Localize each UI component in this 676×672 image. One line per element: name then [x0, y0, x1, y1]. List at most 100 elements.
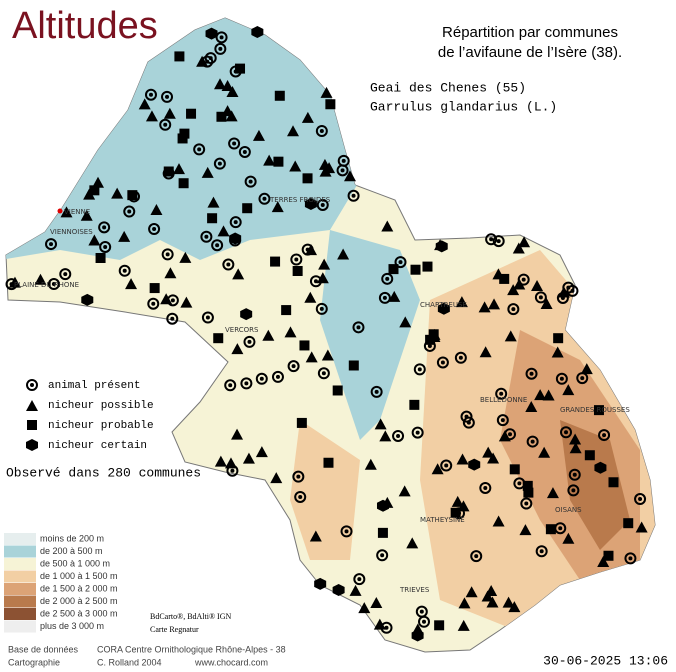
marker-present-dot [530, 439, 535, 444]
marker-possible [231, 343, 244, 355]
marker-present [118, 264, 131, 277]
marker-probable [623, 518, 634, 529]
legend-symbol [26, 379, 38, 391]
altitude-label: moins de 200 m [40, 533, 104, 543]
legend-label: nicheur possible [48, 400, 154, 412]
marker-present [413, 363, 426, 376]
marker-present [316, 198, 329, 211]
marker-present-dot [148, 92, 153, 97]
marker-present [315, 125, 328, 138]
marker-probable [302, 173, 313, 184]
marker-possible [304, 291, 317, 303]
marker-present [353, 573, 366, 586]
marker-present [215, 31, 228, 44]
marker-present-dot [9, 282, 14, 287]
marker-present [347, 189, 360, 202]
marker-present [258, 192, 271, 205]
marker-probable [422, 261, 433, 272]
marker-present [244, 175, 257, 188]
marker-probable [388, 264, 399, 275]
marker-present [411, 426, 424, 439]
marker-probable [213, 333, 224, 344]
marker-present-dot [204, 234, 209, 239]
marker-present [340, 525, 353, 538]
marker-possible [388, 290, 401, 302]
marker-present-dot [103, 244, 108, 249]
marker-present [98, 221, 111, 234]
marker-present [45, 238, 58, 251]
marker-present [376, 549, 389, 562]
marker-present-dot [474, 554, 479, 559]
marker-present-dot [197, 147, 202, 152]
marker-possible [458, 597, 471, 609]
marker-possible [255, 446, 268, 458]
marker-possible [546, 487, 559, 499]
altitude-swatch [4, 570, 36, 583]
marker-present-dot [152, 227, 157, 232]
credit: BdCarto®, BdAlti® IGN [150, 612, 231, 621]
marker-probable [186, 108, 197, 119]
marker-probable [299, 340, 310, 351]
marker-probable [603, 550, 614, 561]
marker-probable [450, 507, 461, 518]
marker-present [520, 497, 533, 510]
marker-present [193, 143, 206, 156]
marker-present [352, 321, 365, 334]
marker-possible [287, 125, 300, 137]
marker-possible [635, 521, 648, 533]
marker-probable [523, 487, 534, 498]
altitude-label: de 2 500 à 3 000 m [40, 608, 118, 618]
marker-probable [608, 477, 619, 488]
species-common: Geai des Chenes (55) [370, 80, 526, 95]
marker-certain [435, 240, 448, 253]
marker-present-dot [275, 374, 280, 379]
marker-possible [320, 86, 333, 98]
altitude-swatch [4, 595, 36, 608]
marker-possible [252, 129, 265, 141]
marker-possible [337, 248, 350, 260]
marker-probable [216, 111, 227, 122]
marker-present [485, 233, 498, 246]
legend-symbol [27, 420, 37, 430]
marker-possible [518, 236, 531, 248]
altitude-label: de 2 000 à 2 500 m [40, 596, 118, 606]
marker-possible [534, 389, 547, 401]
marker-present-dot [427, 343, 432, 348]
subtitle: de l’avifaune de l’Isère (38). [438, 44, 622, 61]
marker-possible [221, 80, 234, 92]
marker-present-dot [415, 430, 420, 435]
marker-possible [349, 584, 362, 596]
status-legend: animal présent nicheur possible nicheur … [26, 379, 154, 452]
marker-present [226, 464, 239, 477]
observation-markers [5, 26, 648, 642]
marker-present-dot [296, 474, 301, 479]
marker-possible [513, 278, 526, 290]
marker-probable [325, 99, 336, 110]
marker-present-dot [357, 577, 362, 582]
marker-possible [531, 279, 544, 291]
low-valley [320, 230, 420, 440]
marker-present-dot [294, 257, 299, 262]
marker-possible [305, 244, 318, 256]
altitude-swatch [4, 545, 36, 558]
marker-present [204, 52, 217, 65]
marker-present [315, 302, 328, 315]
marker-present [317, 367, 330, 380]
legend-label: animal présent [48, 380, 140, 392]
marker-possible [207, 196, 220, 208]
marker-present [243, 335, 256, 348]
place-label: GRANDES ROUSSES [560, 406, 630, 414]
marker-present-dot [230, 468, 235, 473]
marker-present-dot [417, 367, 422, 372]
place-label: VIENNE [64, 208, 90, 216]
marker-probable [509, 464, 520, 475]
marker-possible [305, 351, 318, 363]
marker-present [200, 230, 213, 243]
marker-possible [321, 349, 334, 361]
marker-present-dot [49, 242, 54, 247]
place-label: OISANS [555, 506, 582, 514]
marker-probable [332, 385, 343, 396]
marker-present [211, 239, 224, 252]
marker-present-dot [319, 306, 324, 311]
marker-possible [487, 452, 500, 464]
